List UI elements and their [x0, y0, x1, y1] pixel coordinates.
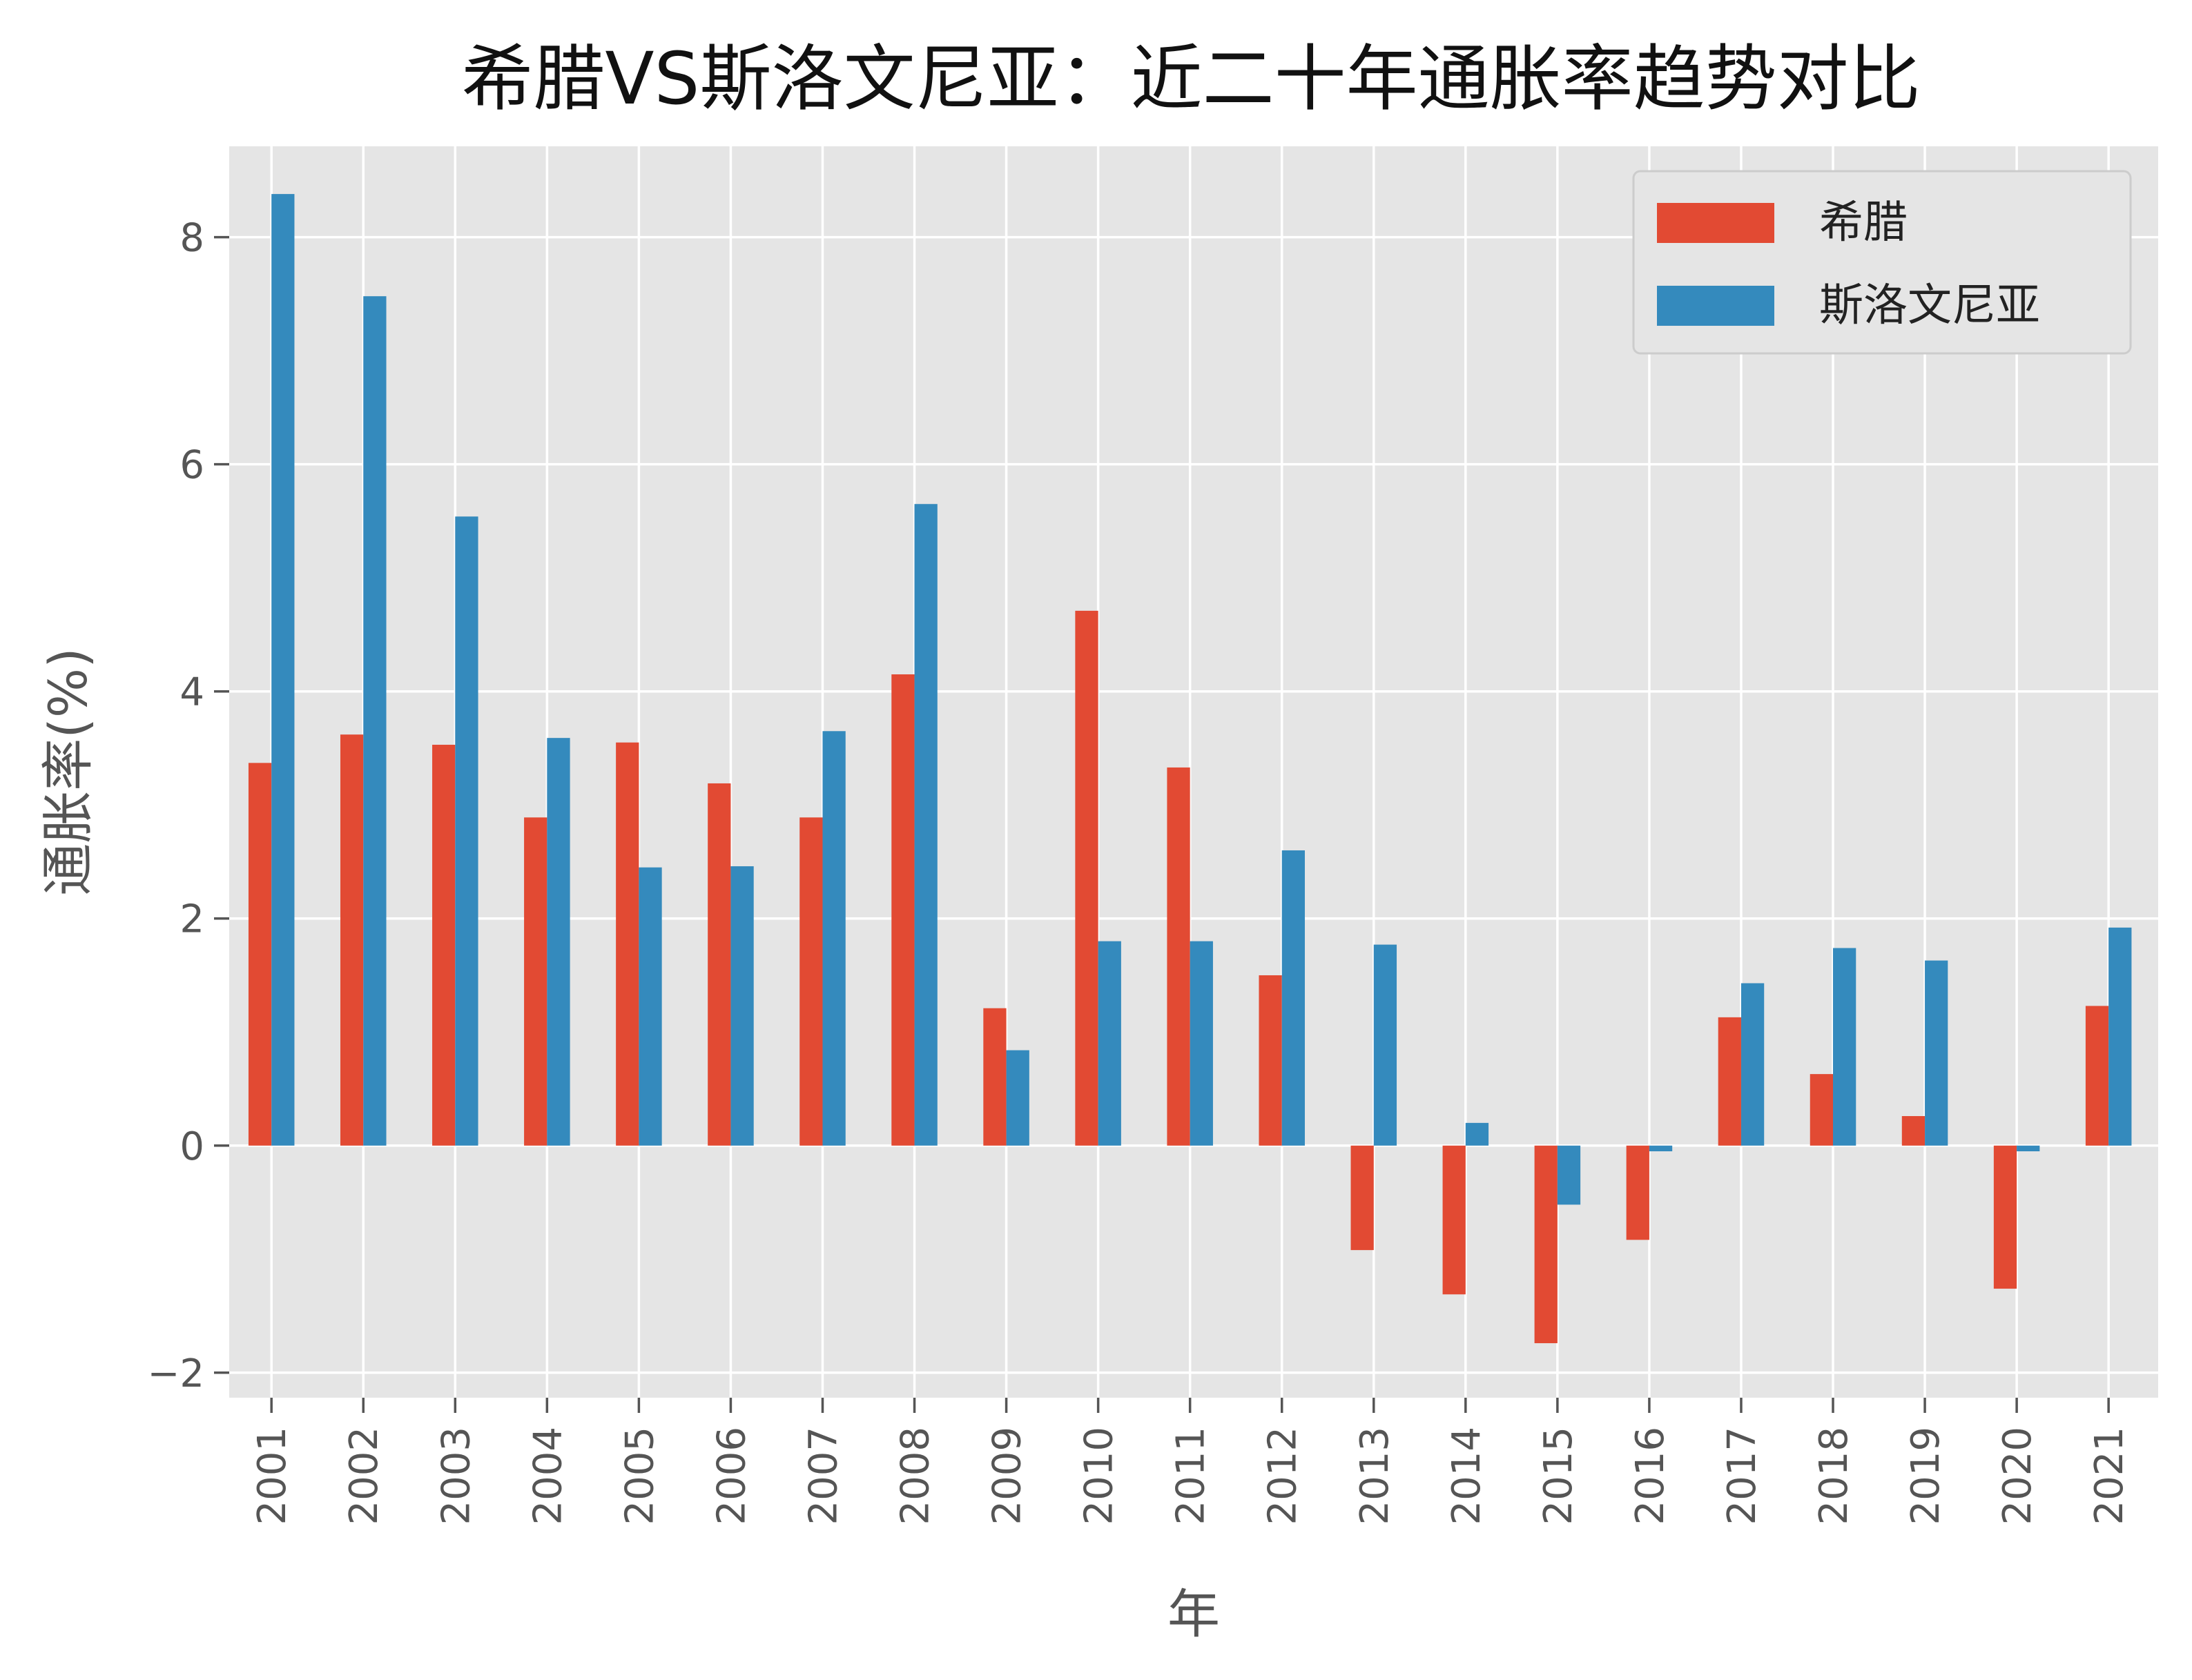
bar-slovenia-2006	[730, 866, 754, 1146]
bar-slovenia-2002	[363, 296, 387, 1146]
bar-greece-2007	[799, 817, 823, 1146]
bar-greece-2004	[524, 817, 547, 1146]
legend-label-greece: 希腊	[1819, 197, 1908, 248]
bars	[248, 194, 2132, 1344]
y-axis: −2 0 2 4 6 8	[147, 216, 229, 1396]
y-tick-label: −2	[147, 1351, 204, 1396]
legend-swatch-greece	[1657, 203, 1774, 243]
bar-slovenia-2004	[547, 738, 570, 1146]
legend-swatch-slovenia	[1657, 286, 1774, 326]
bar-slovenia-2012	[1281, 850, 1305, 1146]
y-tick-label: 6	[180, 443, 204, 488]
bar-slovenia-2013	[1373, 944, 1397, 1146]
x-tick-label: 2005	[617, 1427, 662, 1525]
y-tick-label: 0	[180, 1124, 204, 1169]
x-tick-label: 2004	[525, 1427, 570, 1525]
bar-greece-2009	[983, 1008, 1007, 1146]
x-tick-label: 2002	[342, 1427, 387, 1525]
x-tick-label: 2017	[1720, 1427, 1765, 1525]
bar-slovenia-2008	[914, 504, 938, 1146]
y-axis-label: 通胀率(%)	[37, 647, 99, 896]
bar-slovenia-2015	[1557, 1145, 1581, 1205]
y-tick-label: 4	[180, 670, 204, 715]
legend: 希腊 斯洛文尼亚	[1632, 170, 2132, 355]
bar-slovenia-2018	[1833, 948, 1856, 1146]
bar-greece-2015	[1534, 1145, 1558, 1344]
bar-slovenia-2011	[1190, 941, 1213, 1146]
bar-slovenia-2010	[1098, 941, 1121, 1146]
bar-slovenia-2014	[1465, 1122, 1489, 1146]
x-tick-label: 2016	[1628, 1427, 1673, 1525]
x-tick-label: 2010	[1077, 1427, 1122, 1525]
x-tick-label: 2015	[1536, 1427, 1581, 1525]
x-tick-label: 2003	[434, 1427, 478, 1525]
bar-greece-2006	[708, 783, 731, 1146]
bar-slovenia-2016	[1649, 1145, 1673, 1151]
bar-greece-2005	[616, 742, 639, 1146]
x-tick-label: 2007	[801, 1427, 846, 1525]
x-tick-label: 2012	[1261, 1427, 1306, 1525]
y-tick-label: 2	[180, 897, 204, 942]
x-tick-label: 2019	[1903, 1427, 1948, 1525]
x-tick-label: 2011	[1169, 1427, 1214, 1525]
bar-slovenia-2003	[455, 516, 478, 1146]
x-tick-label: 2008	[893, 1427, 938, 1525]
x-tick-label: 2018	[1812, 1427, 1856, 1525]
bar-greece-2001	[248, 763, 272, 1146]
bar-greece-2017	[1718, 1017, 1741, 1146]
bar-slovenia-2021	[2108, 927, 2132, 1146]
y-tick-label: 8	[180, 216, 204, 261]
x-tick-label: 2021	[2087, 1427, 2132, 1525]
bar-greece-2018	[1810, 1074, 1834, 1146]
bar-greece-2008	[891, 674, 915, 1146]
bar-greece-2016	[1626, 1145, 1649, 1240]
bar-slovenia-2017	[1740, 983, 1765, 1146]
bar-slovenia-2005	[639, 867, 662, 1146]
bar-greece-2014	[1442, 1145, 1466, 1295]
bar-greece-2011	[1167, 767, 1190, 1146]
legend-label-slovenia: 斯洛文尼亚	[1819, 280, 2040, 331]
bar-greece-2010	[1075, 610, 1098, 1146]
bar-greece-2019	[1901, 1115, 1926, 1146]
x-axis-label: 年	[1167, 1583, 1220, 1645]
x-tick-label: 2013	[1352, 1427, 1397, 1525]
bar-slovenia-2009	[1006, 1050, 1029, 1146]
bar-greece-2002	[340, 734, 364, 1146]
x-tick-label: 2006	[709, 1427, 754, 1525]
chart-title: 希腊VS斯洛文尼亚：近二十年通胀率趋势对比	[461, 37, 1920, 121]
x-axis: 2001 2002 2003 2004 2005 2006 2007 2008 2009 2010…	[250, 1398, 2132, 1525]
bar-slovenia-2019	[1925, 960, 1948, 1146]
bar-slovenia-2001	[271, 194, 295, 1146]
x-tick-label: 2009	[985, 1427, 1030, 1525]
bar-greece-2003	[432, 745, 456, 1146]
bar-greece-2012	[1259, 975, 1282, 1146]
bar-greece-2021	[2085, 1006, 2109, 1146]
bar-greece-2013	[1350, 1145, 1374, 1251]
bar-slovenia-2007	[822, 731, 846, 1146]
bar-greece-2020	[1993, 1145, 2017, 1289]
bar-slovenia-2020	[2017, 1145, 2040, 1151]
x-tick-label: 2014	[1444, 1427, 1489, 1525]
x-tick-label: 2001	[250, 1427, 295, 1525]
x-tick-label: 2020	[1995, 1427, 2040, 1525]
